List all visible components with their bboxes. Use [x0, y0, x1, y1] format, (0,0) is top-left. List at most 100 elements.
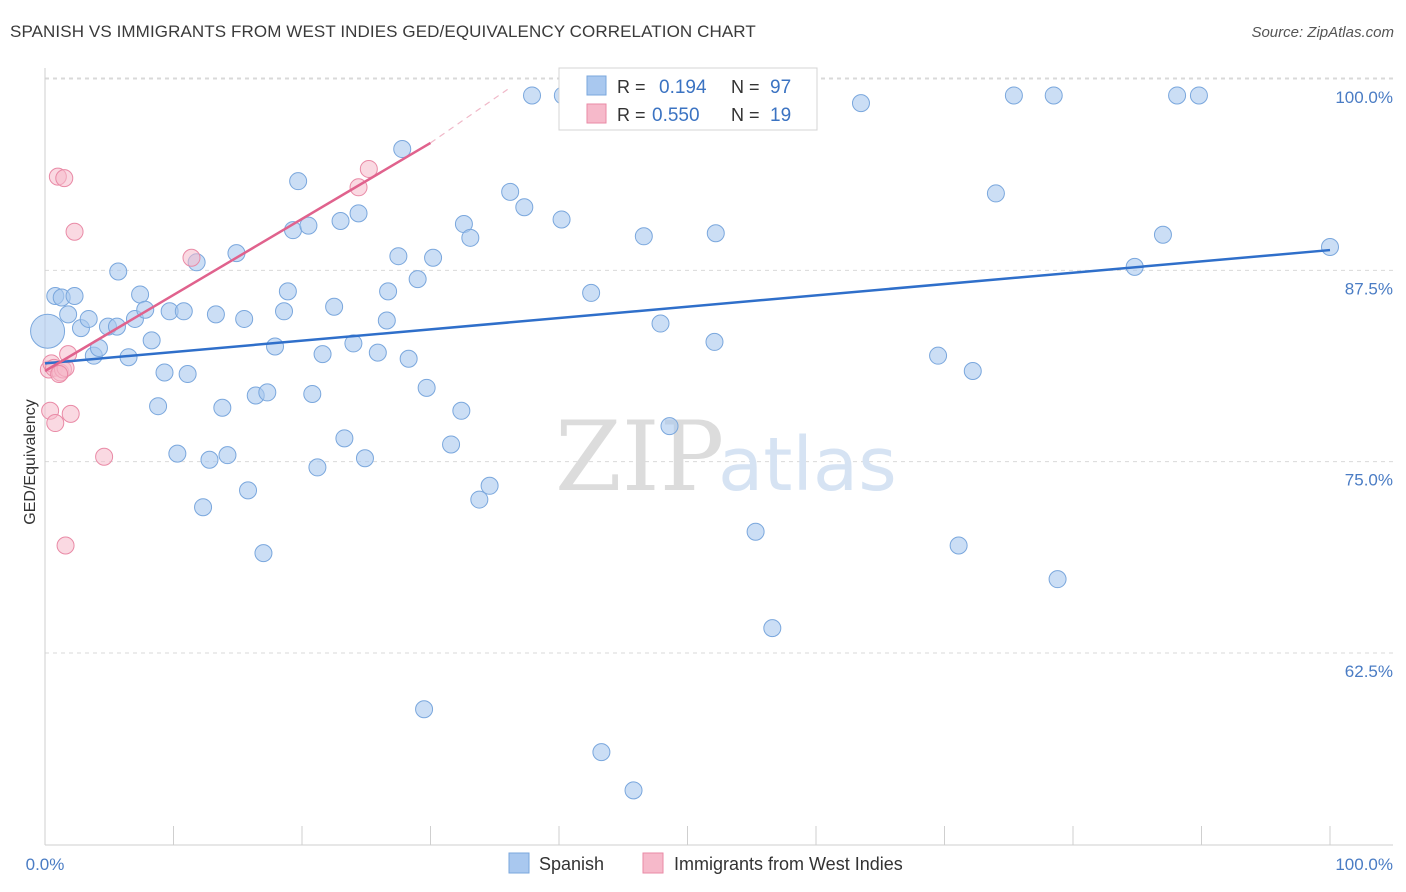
spanish-point	[368, 343, 387, 362]
bottom-legend-swatch-westindies	[642, 852, 664, 874]
spanish-point	[415, 700, 434, 719]
westindies-point	[46, 414, 65, 433]
spanish-point	[266, 337, 285, 356]
spanish-point	[634, 227, 653, 246]
spanish-point	[299, 216, 318, 235]
legend-n-label-spanish: N =	[731, 77, 760, 97]
legend-r-value-spanish: 0.194	[659, 77, 707, 98]
spanish-point	[393, 140, 412, 159]
bottom-legend-swatch-spanish	[508, 852, 530, 874]
spanish-point	[389, 247, 408, 266]
spanish-point	[335, 429, 354, 448]
trend-lines	[44, 88, 1331, 373]
spanish-point	[206, 305, 225, 324]
legend-n-label-westindies: N =	[731, 105, 760, 125]
bottom-legend-label-westindies: Immigrants from West Indies	[674, 854, 903, 874]
westindies-point	[55, 169, 74, 188]
legend-r-label-spanish: R =	[617, 77, 646, 97]
spanish-point	[442, 435, 461, 454]
legend-swatch-spanish	[586, 75, 607, 96]
legend-n-value-westindies: 19	[770, 105, 791, 126]
westindies-trend-extension	[430, 88, 508, 144]
spanish-point	[746, 522, 765, 541]
spanish-point	[592, 743, 611, 762]
westindies-trend-line	[44, 141, 432, 373]
spanish-point	[851, 94, 870, 113]
legend-box: R = 0.194 N = 97 R = 0.550 N = 19	[558, 67, 818, 131]
y-tick-label: 87.5%	[1345, 279, 1393, 298]
spanish-point	[480, 476, 499, 495]
westindies-points	[39, 159, 378, 555]
x-tick-label: 0.0%	[26, 855, 65, 874]
chart-title: SPANISH VS IMMIGRANTS FROM WEST INDIES G…	[10, 22, 756, 41]
spanish-point	[552, 210, 571, 229]
spanish-point	[303, 384, 322, 403]
spanish-point	[178, 365, 197, 384]
spanish-point	[963, 361, 982, 380]
spanish-point	[399, 349, 418, 368]
spanish-point	[660, 417, 679, 436]
spanish-point	[706, 224, 725, 243]
spanish-point	[59, 305, 78, 324]
source-label: Source: ZipAtlas.com	[1251, 24, 1394, 41]
spanish-point	[349, 204, 368, 223]
spanish-point	[582, 283, 601, 302]
westindies-point	[359, 159, 378, 178]
spanish-point	[254, 544, 273, 563]
spanish-point	[461, 228, 480, 247]
spanish-point	[258, 383, 277, 402]
spanish-point	[194, 498, 213, 517]
spanish-point	[213, 398, 232, 417]
spanish-point	[1044, 86, 1063, 105]
westindies-point	[56, 536, 75, 555]
y-tick-label: 75.0%	[1345, 471, 1393, 490]
y-tick-label: 62.5%	[1345, 662, 1393, 681]
westindies-point	[182, 248, 201, 267]
spanish-point	[1153, 225, 1172, 244]
spanish-point	[200, 450, 219, 469]
spanish-point	[1321, 238, 1339, 257]
spanish-point	[155, 363, 174, 382]
spanish-point	[986, 184, 1005, 203]
spanish-point	[313, 345, 332, 364]
spanish-point	[325, 297, 344, 316]
legend-swatch-westindies	[586, 103, 607, 124]
spanish-point	[1004, 86, 1023, 105]
spanish-point	[651, 314, 670, 333]
watermark-zip: ZIP	[555, 401, 724, 513]
spanish-point	[1048, 570, 1067, 589]
westindies-point	[95, 447, 114, 466]
spanish-point	[929, 346, 948, 365]
watermark-atlas: atlas	[718, 422, 897, 508]
spanish-point	[235, 309, 254, 328]
y-tick-label: 100.0%	[1335, 88, 1393, 107]
spanish-point	[424, 248, 443, 267]
westindies-point	[61, 404, 80, 423]
spanish-point	[275, 302, 294, 321]
spanish-point	[1189, 86, 1208, 105]
spanish-point	[289, 172, 308, 191]
spanish-point	[624, 781, 643, 800]
westindies-point	[65, 222, 84, 241]
spanish-point	[470, 490, 489, 509]
spanish-point	[355, 449, 374, 468]
x-tick-label: 100.0%	[1335, 855, 1393, 874]
spanish-point	[452, 401, 471, 420]
spanish-point	[239, 481, 258, 500]
spanish-point	[149, 397, 168, 416]
spanish-point	[1168, 86, 1187, 105]
spanish-point	[79, 309, 98, 328]
legend-r-value-westindies: 0.550	[652, 105, 700, 126]
spanish-point	[408, 270, 427, 289]
spanish-point	[174, 302, 193, 321]
watermark: ZIP atlas	[555, 401, 897, 513]
spanish-point	[65, 286, 84, 305]
spanish-point	[278, 282, 297, 301]
spanish-point	[417, 378, 436, 397]
spanish-point	[142, 331, 161, 350]
axes: 62.5% 75.0% 87.5% 100.0% 0.0% 100.0%	[26, 68, 1393, 874]
spanish-trend-line	[44, 248, 1331, 365]
bottom-legend: Spanish Immigrants from West Indies	[508, 852, 903, 874]
spanish-point	[763, 619, 782, 638]
grid-lines	[45, 77, 1393, 654]
